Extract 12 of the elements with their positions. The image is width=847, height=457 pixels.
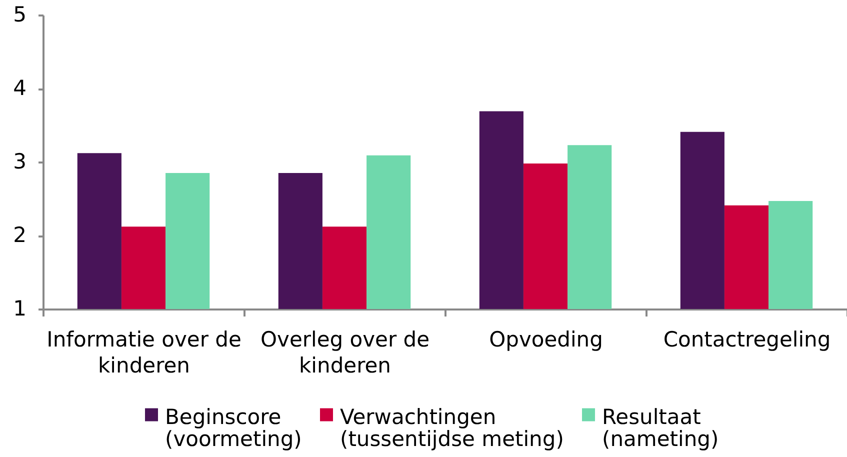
x-tick-label: Opvoeding (489, 328, 603, 352)
y-tick-label: 5 (13, 2, 26, 26)
legend-label: Resultaat (nameting) (602, 404, 719, 451)
x-tick-label: Informatie over de kinderen (46, 328, 242, 378)
x-tick-label: Overleg over de kinderen (260, 328, 430, 378)
x-tick-label: Contactregeling (663, 328, 831, 352)
y-tick-label: 1 (13, 296, 26, 320)
y-tick-label: 2 (13, 223, 26, 247)
legend-label: Beginscore (voormeting) (165, 404, 302, 451)
y-tick-label: 3 (13, 150, 26, 174)
y-tick-label: 4 (13, 76, 26, 100)
legend-label: Verwachtingen (tussentijdse meting) (340, 404, 564, 451)
